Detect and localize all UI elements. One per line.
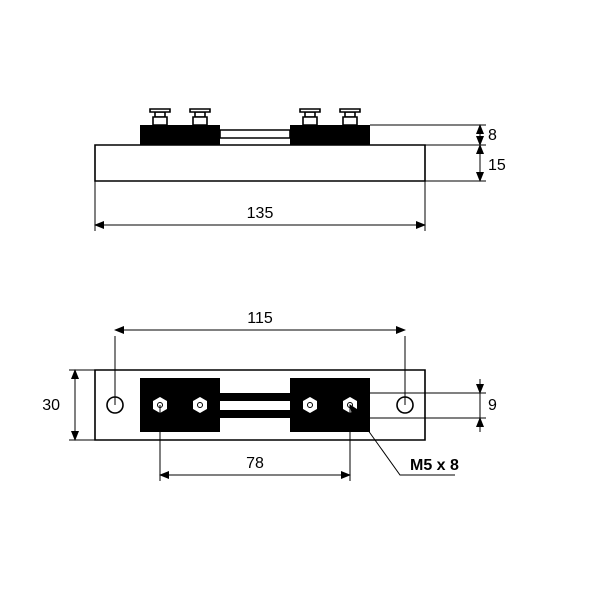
rect xyxy=(290,125,370,145)
rect xyxy=(193,117,207,125)
rect xyxy=(95,145,425,181)
dim-label: 9 xyxy=(488,397,497,414)
rect xyxy=(220,130,290,138)
rect xyxy=(340,109,360,112)
rect xyxy=(153,117,167,125)
rect xyxy=(190,109,210,112)
dim-label: 30 xyxy=(42,397,60,414)
hex-bolt xyxy=(302,396,318,414)
rect xyxy=(303,117,317,125)
rect xyxy=(220,410,290,418)
rect xyxy=(140,125,220,145)
hex-bolt xyxy=(192,396,208,414)
dim-label: 15 xyxy=(488,157,506,174)
dim-label: 135 xyxy=(247,205,274,222)
dim-label: 78 xyxy=(246,455,264,472)
leader-label: M5 x 8 xyxy=(410,457,459,474)
rect xyxy=(343,117,357,125)
rect xyxy=(300,109,320,112)
rect xyxy=(220,393,290,401)
rect xyxy=(150,109,170,112)
dim-label: 8 xyxy=(488,127,497,144)
dim-label: 115 xyxy=(247,310,273,327)
